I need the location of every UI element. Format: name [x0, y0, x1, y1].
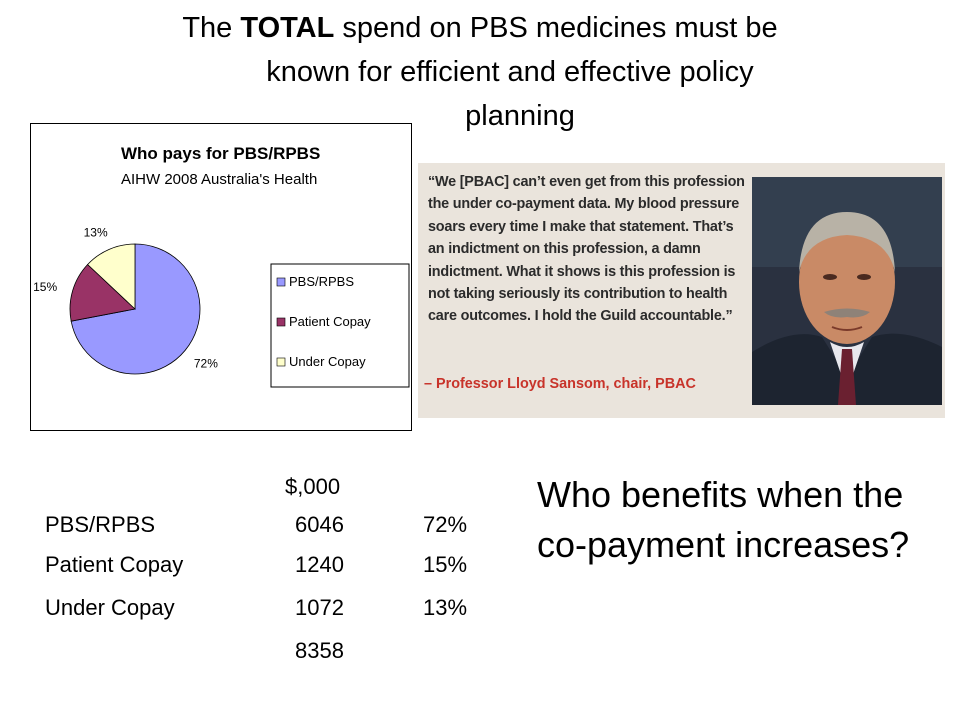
legend-label: Patient Copay: [289, 314, 371, 329]
table-row-amount: 1240: [295, 552, 344, 577]
chart-subtitle: AIHW 2008 Australia's Health: [121, 171, 317, 188]
title-pre: The: [182, 12, 241, 44]
quote-attribution: – Professor Lloyd Sansom, chair, PBAC: [424, 376, 696, 392]
table-unit-header: $,000: [285, 474, 341, 499]
question-text: Who benefits when the co-payment increas…: [537, 474, 910, 565]
quote-text: “We [PBAC] can’t even get from this prof…: [428, 174, 745, 325]
pie-slice-patient-copay: [69, 263, 136, 322]
table-row-pct: 13%: [423, 595, 468, 620]
table-row-label: Patient Copay: [45, 552, 184, 577]
pie-data-labels: 72% 15% 13%: [33, 225, 218, 370]
pie-slice-pbs-rpbs: [70, 243, 201, 375]
title-rest: spend on PBS medicines must be: [334, 12, 778, 44]
title-line-2: known for efficient and effective policy: [266, 56, 754, 88]
chart-legend: PBS/RPBS Patient Copay Under Copay: [270, 263, 410, 388]
table-row-pct: 15%: [423, 552, 468, 577]
slide-title: The TOTAL spend on PBS medicines must be…: [80, 6, 880, 138]
table-row-amount: 6046: [295, 512, 344, 537]
pie-data-label: 15%: [33, 280, 57, 294]
pie-slice-under-copay: [87, 243, 136, 310]
legend-label: Under Copay: [289, 354, 366, 369]
table-row-label: PBS/RPBS: [45, 512, 156, 537]
pie-slices: [69, 243, 201, 375]
legend-swatch: [276, 277, 286, 287]
chart-title: Who pays for PBS/RPBS: [121, 144, 320, 163]
pie-data-label: 13%: [84, 225, 108, 239]
title-line-1: The TOTAL spend on PBS medicines must be: [80, 6, 880, 50]
table-row-label: Under Copay: [45, 595, 175, 620]
cost-table: $,000 PBS/RPBS 6046 72% Patient Copay 12…: [45, 474, 495, 674]
speaker-photo: [752, 177, 942, 405]
title-line-3: planning: [465, 100, 575, 132]
title-bold-word: TOTAL: [240, 12, 335, 44]
table-row-amount: 1072: [295, 595, 344, 620]
table-total: 8358: [295, 638, 344, 663]
legend-swatch: [276, 357, 286, 367]
pie-data-label: 72%: [194, 356, 218, 370]
table-row-pct: 72%: [423, 512, 468, 537]
pie-chart: Who pays for PBS/RPBS AIHW 2008 Australi…: [30, 123, 412, 431]
newspaper-quote-image: “We [PBAC] can’t even get from this prof…: [418, 163, 945, 418]
pie-chart-svg: Who pays for PBS/RPBS AIHW 2008 Australi…: [33, 144, 410, 388]
legend-label: PBS/RPBS: [289, 274, 354, 289]
legend-swatch: [276, 317, 286, 327]
